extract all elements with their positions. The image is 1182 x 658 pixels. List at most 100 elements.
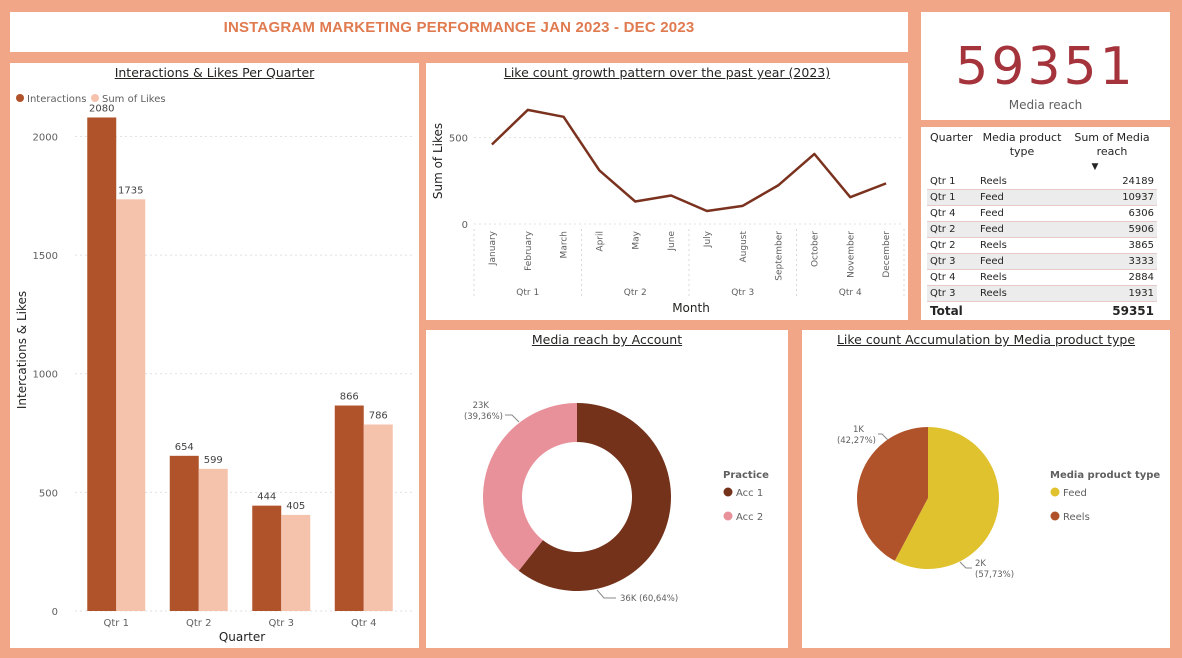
bar-chart-title: Interactions & Likes Per Quarter	[114, 65, 315, 80]
data-label: 1735	[118, 185, 143, 196]
table-header-row: Quarter Media product type Sum of Media …	[927, 127, 1157, 174]
table-cell-media-reach: 3333	[1067, 253, 1157, 271]
leader-line	[878, 433, 889, 441]
x-tick-label: September	[775, 231, 785, 281]
data-label: (42,27%)	[837, 436, 876, 446]
data-label: 36K (60,64%)	[620, 594, 678, 604]
table-row[interactable]: Qtr 4 Reels 2884	[927, 269, 1157, 287]
x-tick-label: April	[595, 231, 605, 252]
line-chart-panel[interactable]: Like count growth pattern over the past …	[426, 63, 908, 320]
x-tick-label: August	[739, 231, 749, 263]
visual-header-icon[interactable]	[790, 39, 814, 52]
line-chart: 0 500 January February March April May June July…	[431, 108, 905, 315]
visual-header-icon[interactable]	[696, 39, 728, 52]
visual-header-icon[interactable]	[738, 39, 770, 52]
legend-marker-feed	[1050, 487, 1060, 497]
bar-likes	[198, 468, 228, 611]
bar-chart-panel[interactable]: Interactions & Likes Per Quarter Interac…	[10, 63, 419, 648]
legend-marker-1	[91, 94, 99, 102]
sort-descending-icon[interactable]: ▼	[1091, 162, 1099, 172]
table-cell-quarter: Qtr 4	[927, 269, 977, 287]
report-title-bar: INSTAGRAM MARKETING PERFORMANCE JAN 2023…	[10, 12, 908, 52]
legend-marker-reels	[1050, 511, 1060, 521]
series-line-likes	[491, 108, 887, 213]
leader-line	[596, 589, 616, 599]
pie-chart: 2K(57,73%) 1K(42,27%) Media product type Fe…	[837, 425, 1160, 580]
donut-chart-title: Media reach by Account	[531, 332, 683, 347]
legend-title: Practice	[723, 470, 769, 481]
column-header-media-reach[interactable]: Sum of Media reach ▼	[1067, 127, 1157, 174]
table-row[interactable]: Qtr 2 Reels 3865	[927, 237, 1157, 255]
table-row[interactable]: Qtr 1 Feed 10937	[927, 189, 1157, 207]
table-cell-media-reach: 10937	[1067, 189, 1157, 207]
bar-likes	[363, 424, 393, 611]
x-group-label: Qtr 2	[624, 288, 647, 298]
y-tick-label: 1000	[33, 370, 58, 381]
legend-label: Acc 2	[736, 512, 763, 523]
x-tick-label: November	[846, 231, 856, 278]
x-tick-label: December	[882, 231, 892, 278]
data-table: Quarter Media product type Sum of Media …	[927, 127, 1157, 320]
visual-header-icon[interactable]	[872, 39, 908, 52]
table-row[interactable]: Qtr 1 Reels 24189	[927, 174, 1157, 191]
x-tick-label: February	[524, 230, 534, 271]
x-tick-label: June	[667, 231, 677, 252]
table-cell-media-type: Reels	[977, 237, 1067, 255]
bar-interactions	[252, 505, 282, 611]
visual-header-icon[interactable]	[830, 39, 866, 52]
legend-label: Reels	[1063, 512, 1090, 523]
visual-header-icon[interactable]	[654, 39, 686, 52]
bar-interactions	[334, 405, 364, 611]
x-tick-label: January	[488, 230, 498, 266]
table-cell-media-type: Reels	[977, 269, 1067, 287]
data-label: 405	[286, 501, 305, 512]
leader-line	[959, 561, 972, 569]
data-label: 786	[369, 411, 388, 422]
column-header-media-reach-label: Sum of Media reach	[1074, 131, 1150, 158]
pie-slice-reels	[857, 427, 928, 561]
pie-chart-panel[interactable]: Like count Accumulation by Media product…	[802, 330, 1170, 648]
y-tick-label: 0	[52, 607, 58, 618]
report-title: INSTAGRAM MARKETING PERFORMANCE JAN 2023…	[223, 19, 695, 36]
y-tick-label: 0	[462, 220, 468, 231]
x-tick-label: Qtr 3	[269, 618, 294, 629]
table-cell-media-type: Reels	[977, 174, 1067, 191]
table-cell-media-reach: 5906	[1067, 221, 1157, 239]
y-tick-label: 1500	[33, 251, 58, 262]
table-row[interactable]: Qtr 2 Feed 5906	[927, 221, 1157, 239]
table-cell-quarter: Qtr 3	[927, 253, 977, 271]
data-label: 23K	[473, 401, 490, 411]
donut-chart: 36K (60,64%) 23K(39,36%) Practice Acc 1 Acc …	[464, 401, 769, 604]
column-header-quarter[interactable]: Quarter	[930, 131, 973, 144]
x-group-label: Qtr 1	[516, 288, 539, 298]
x-tick-label: Qtr 2	[186, 618, 211, 629]
bar-likes	[281, 514, 311, 611]
leader-line	[505, 414, 520, 423]
table-row[interactable]: Qtr 3 Reels 1931	[927, 285, 1157, 303]
table-cell-quarter: Qtr 2	[927, 221, 977, 239]
donut-slice-acc-1	[518, 403, 671, 591]
media-reach-table[interactable]: Quarter Media product type Sum of Media …	[921, 127, 1170, 320]
x-tick-label: March	[560, 231, 570, 258]
legend-label: Sum of Likes	[102, 94, 166, 105]
total-label: Total	[927, 301, 977, 320]
y-tick-label: 2000	[33, 132, 58, 143]
legend-label: Feed	[1063, 488, 1087, 499]
table-total-row: Total 59351	[927, 301, 1157, 320]
legend-title: Media product type	[1050, 470, 1160, 481]
x-group-label: Qtr 3	[731, 288, 754, 298]
table-row[interactable]: Qtr 3 Feed 3333	[927, 253, 1157, 271]
column-header-media-type[interactable]: Media product type	[982, 131, 1062, 158]
x-group-label: Qtr 4	[839, 288, 862, 298]
table-cell-quarter: Qtr 4	[927, 205, 977, 223]
kpi-card[interactable]: 59351 Media reach	[921, 12, 1170, 120]
y-axis-label: Intercations & Likes	[15, 291, 29, 409]
table-cell-quarter: Qtr 1	[927, 174, 977, 191]
bar-interactions	[87, 117, 117, 612]
total-value: 59351	[1067, 301, 1157, 320]
x-tick-label: Qtr 4	[351, 618, 376, 629]
table-row[interactable]: Qtr 4 Feed 6306	[927, 205, 1157, 223]
donut-slice-acc-2	[483, 403, 577, 571]
donut-chart-panel[interactable]: Media reach by Account 36K (60,64%) 23K (3…	[426, 330, 788, 648]
visual-header-icon[interactable]	[614, 39, 638, 52]
